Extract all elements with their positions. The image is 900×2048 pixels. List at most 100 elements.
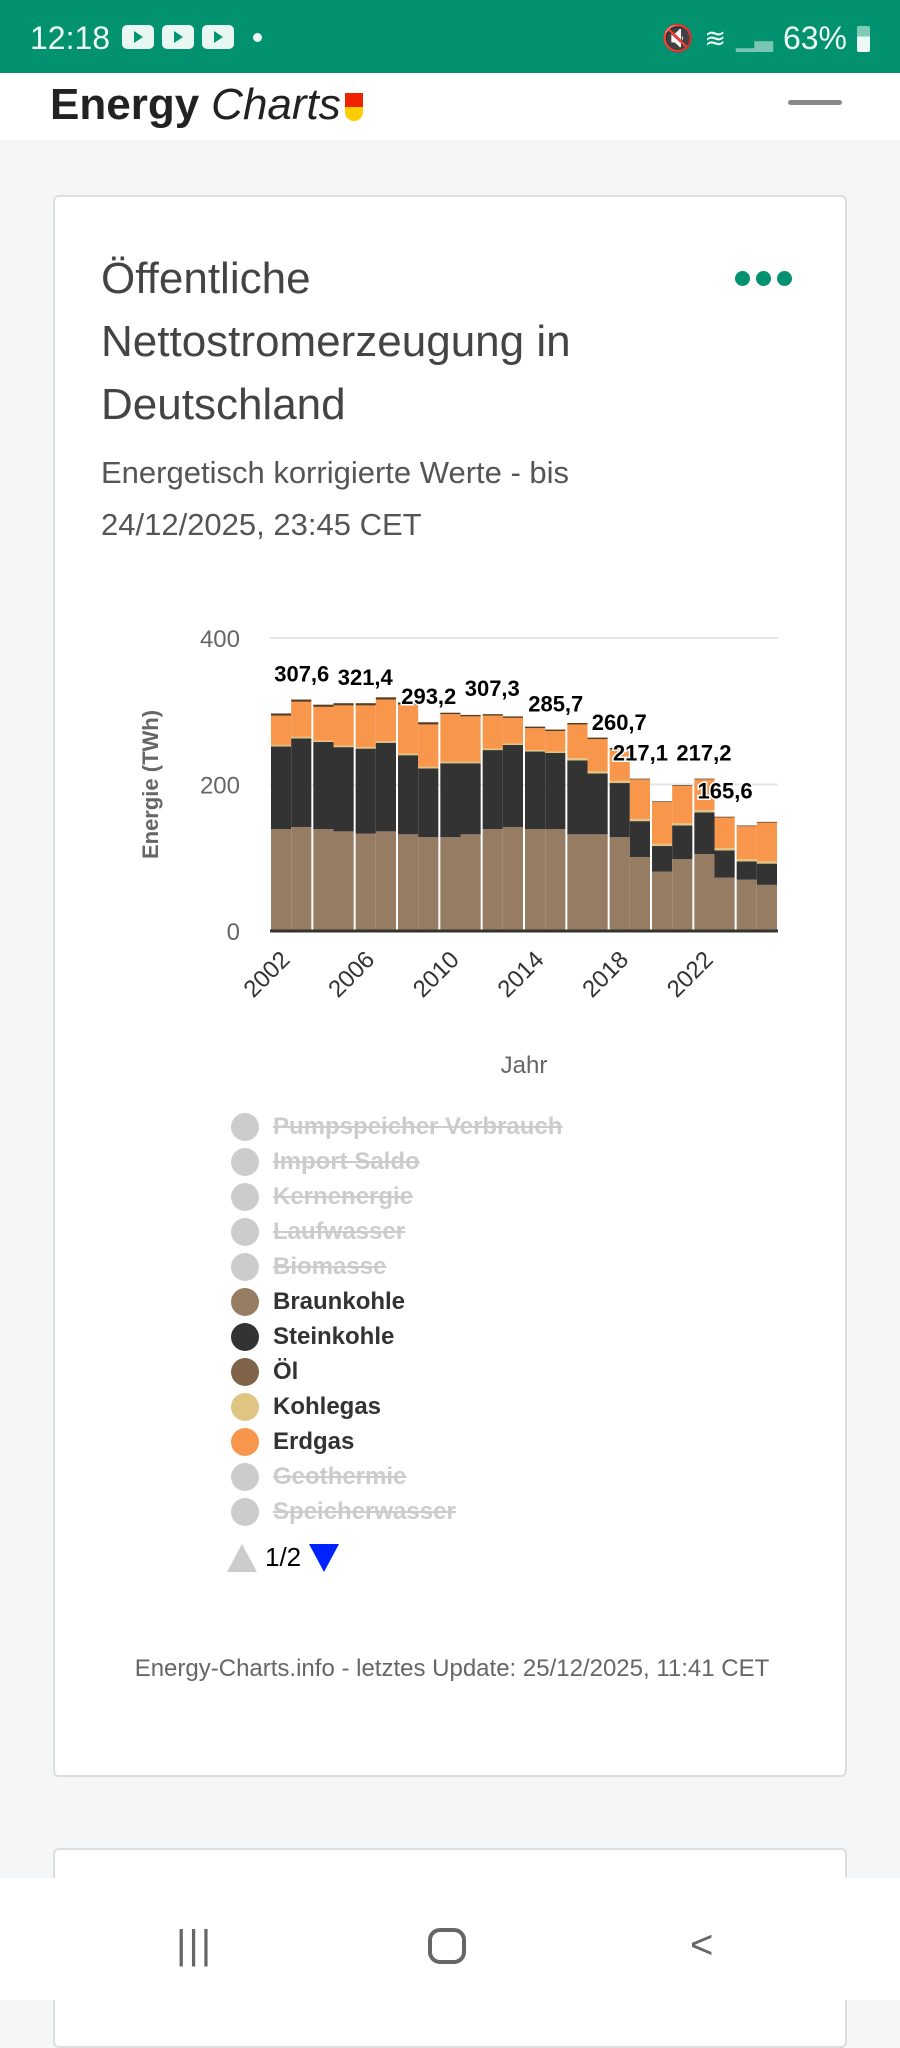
legend-page-down-button[interactable] (309, 1543, 340, 1572)
legend-label: Biomasse (273, 1252, 387, 1280)
bar-segment-steinkohle (271, 746, 292, 830)
bar-segment-steinkohle (440, 763, 461, 838)
data-label: 260,7 (592, 710, 647, 735)
bar-segment-braunkohle (756, 884, 777, 931)
legend-page-indicator: 1/2 (265, 1542, 302, 1572)
bar-segment-erdgas (482, 715, 503, 749)
bar-segment-öl (333, 703, 354, 706)
data-label: 307,3 (465, 676, 520, 701)
bar-segment-erdgas (609, 749, 630, 781)
battery-icon (857, 25, 870, 52)
bar-segment-steinkohle (736, 861, 757, 880)
legend-item[interactable]: Braunkohle (231, 1284, 562, 1319)
bar-segment-öl (398, 702, 419, 705)
bar-segment-braunkohle (398, 834, 419, 931)
bar-segment-öl (271, 713, 292, 716)
legend-label: Speicherwasser (273, 1497, 456, 1525)
bar-segment-öl (736, 825, 757, 827)
bar-segment-steinkohle (587, 773, 608, 835)
bar-segment-erdgas (502, 717, 523, 744)
data-label: 165,6 (698, 779, 753, 804)
bar-segment-öl (545, 729, 566, 732)
legend-item[interactable]: Kohlegas (231, 1389, 562, 1424)
bar-segment-braunkohle (418, 837, 439, 931)
bar-segment-erdgas (333, 705, 354, 746)
legend-item[interactable]: Import Saldo (231, 1144, 562, 1179)
bar-segment-braunkohle (525, 829, 546, 931)
bar-segment-kohlegas (736, 859, 757, 862)
bar-segment-öl (460, 714, 481, 717)
bar-segment-öl (482, 714, 503, 716)
bar-segment-steinkohle (672, 825, 693, 860)
bar-segment-kohlegas (460, 761, 481, 764)
bar-segment-öl (567, 722, 588, 725)
legend-label: Laufwasser (273, 1217, 406, 1245)
legend-item[interactable]: Öl (231, 1354, 562, 1389)
more-options-button[interactable] (735, 271, 792, 286)
bar-segment-braunkohle (714, 877, 735, 931)
bar-segment-öl (502, 716, 523, 718)
bar-segment-öl (609, 747, 630, 750)
legend-item[interactable]: Geothermie (231, 1459, 562, 1494)
bar-segment-braunkohle (587, 834, 608, 931)
back-button[interactable]: < (690, 1923, 714, 1967)
legend-label: Erdgas (273, 1427, 355, 1455)
legend-item[interactable]: Pumpspeicher Verbrauch (231, 1109, 562, 1144)
youtube-icon (202, 25, 234, 49)
legend-marker-icon (231, 1427, 259, 1456)
legend-item[interactable]: Laufwasser (231, 1214, 562, 1249)
signal-icon: ▁▃ (736, 25, 773, 52)
legend-page-up-button[interactable] (227, 1543, 257, 1572)
bar-segment-braunkohle (313, 829, 334, 931)
stacked-bar-chart: 0 200 400 Energie (TWh) 2002 2006 2010 2014 2018… (138, 626, 778, 1079)
bar-segment-steinkohle (714, 850, 735, 878)
bar-segment-steinkohle (756, 863, 777, 885)
recent-apps-button[interactable]: ||| (176, 1923, 214, 1967)
bar-segment-kohlegas (418, 766, 439, 769)
legend-label: Kohlegas (273, 1392, 382, 1420)
bar-segment-steinkohle (629, 821, 650, 858)
bar-segment-braunkohle (652, 871, 673, 931)
legend-label: Kernenergie (273, 1182, 414, 1210)
bar-segment-braunkohle (609, 837, 630, 931)
bar-segment-erdgas (313, 706, 334, 741)
y-axis-title: Energie (TWh) (138, 710, 163, 859)
bar-segment-steinkohle (333, 747, 354, 832)
legend-label: Öl (273, 1357, 299, 1385)
mute-icon: 🔇 (661, 23, 695, 53)
legend-item[interactable]: Erdgas (231, 1424, 562, 1459)
legend-marker-icon (231, 1462, 259, 1491)
legend-item[interactable]: Steinkohle (231, 1319, 562, 1354)
bar-segment-braunkohle (672, 859, 693, 931)
legend-marker-icon (231, 1287, 259, 1316)
bar-segment-steinkohle (460, 763, 481, 835)
bar-segment-öl (440, 712, 461, 715)
y-tick-label: 400 (200, 626, 240, 653)
menu-icon[interactable] (788, 100, 842, 105)
bar-segment-öl (291, 699, 312, 702)
wifi-icon: ≋ (704, 23, 727, 53)
bar-segment-kohlegas (333, 745, 354, 748)
legend-item[interactable]: Speicherwasser (231, 1494, 562, 1529)
bar-segment-steinkohle (355, 748, 376, 834)
update-footer: Energy-Charts.info - letztes Update: 25/… (134, 1655, 770, 1682)
notification-dot-icon (253, 33, 262, 42)
bar-segment-kohlegas (355, 747, 376, 749)
bar-segment-steinkohle (652, 846, 673, 872)
bar-segment-steinkohle (545, 753, 566, 830)
legend-marker-icon (231, 1357, 259, 1386)
bar-segment-kohlegas (502, 743, 523, 745)
home-button[interactable] (428, 1928, 466, 1964)
bar-segment-erdgas (525, 728, 546, 751)
legend-item[interactable]: Biomasse (231, 1249, 562, 1284)
legend-item[interactable]: Kernenergie (231, 1179, 562, 1214)
bar-segment-braunkohle (291, 826, 312, 931)
bar-segment-kohlegas (609, 780, 630, 784)
bar-segment-kohlegas (629, 818, 650, 822)
logo[interactable]: Energy Charts (50, 80, 363, 130)
legend-marker-icon (231, 1147, 259, 1176)
bar-segment-steinkohle (609, 783, 630, 838)
bar-segment-öl (714, 816, 735, 818)
bar-segment-erdgas (587, 739, 608, 772)
legend-marker-icon (231, 1322, 259, 1351)
